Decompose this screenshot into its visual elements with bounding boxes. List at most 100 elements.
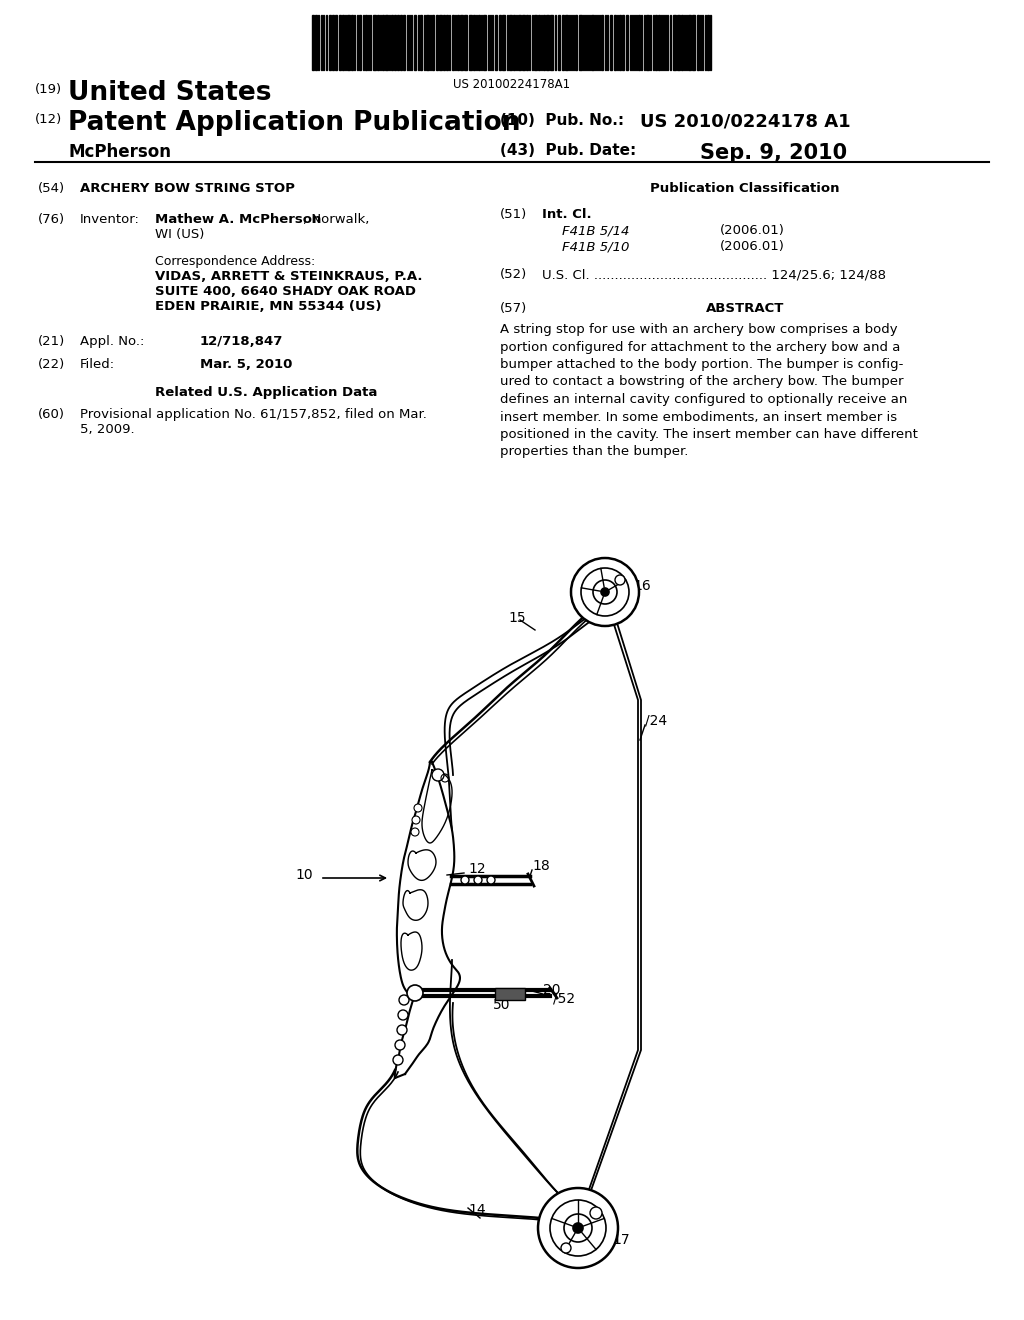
- Bar: [546, 15, 549, 70]
- Bar: [460, 15, 463, 70]
- Text: Mar. 5, 2010: Mar. 5, 2010: [200, 358, 293, 371]
- Bar: [332, 15, 334, 70]
- Text: (2006.01): (2006.01): [720, 240, 784, 253]
- Bar: [509, 15, 512, 70]
- Bar: [543, 15, 545, 70]
- Bar: [626, 15, 628, 70]
- Bar: [391, 15, 393, 70]
- Bar: [347, 15, 350, 70]
- Bar: [534, 15, 537, 70]
- Bar: [614, 15, 616, 70]
- Bar: [562, 15, 564, 70]
- Bar: [315, 15, 317, 70]
- Bar: [658, 15, 660, 70]
- Bar: [502, 15, 505, 70]
- Bar: [443, 15, 445, 70]
- Bar: [601, 15, 603, 70]
- Circle shape: [461, 876, 469, 884]
- Bar: [622, 15, 624, 70]
- Bar: [339, 15, 341, 70]
- Bar: [646, 15, 649, 70]
- Bar: [373, 15, 376, 70]
- Text: McPherson: McPherson: [68, 143, 171, 161]
- Bar: [446, 15, 449, 70]
- Text: Correspondence Address:: Correspondence Address:: [155, 255, 315, 268]
- Text: 20: 20: [543, 983, 560, 997]
- Text: (12): (12): [35, 114, 62, 125]
- Bar: [397, 15, 399, 70]
- Text: Sep. 9, 2010: Sep. 9, 2010: [700, 143, 847, 162]
- Circle shape: [573, 1224, 583, 1233]
- Bar: [688, 15, 691, 70]
- Bar: [478, 15, 480, 70]
- Bar: [426, 15, 429, 70]
- Circle shape: [538, 1188, 618, 1269]
- Bar: [403, 15, 406, 70]
- Text: /24: /24: [645, 713, 667, 727]
- Text: (51): (51): [500, 209, 527, 220]
- Bar: [526, 15, 528, 70]
- Circle shape: [407, 985, 423, 1001]
- Bar: [618, 15, 621, 70]
- Text: 50: 50: [493, 998, 511, 1012]
- Bar: [400, 15, 402, 70]
- Bar: [610, 15, 612, 70]
- Circle shape: [397, 1026, 407, 1035]
- Text: (52): (52): [500, 268, 527, 281]
- Bar: [697, 15, 699, 70]
- Bar: [312, 15, 314, 70]
- Text: 15: 15: [508, 611, 525, 624]
- Circle shape: [487, 876, 495, 884]
- Text: 14: 14: [468, 1203, 485, 1217]
- Bar: [579, 15, 582, 70]
- Circle shape: [398, 1010, 408, 1020]
- Text: 17: 17: [612, 1233, 630, 1247]
- Text: Related U.S. Application Data: Related U.S. Application Data: [155, 385, 378, 399]
- Text: Filed:: Filed:: [80, 358, 115, 371]
- Text: (21): (21): [38, 335, 66, 348]
- Text: (57): (57): [500, 302, 527, 315]
- Text: US 2010/0224178 A1: US 2010/0224178 A1: [640, 114, 851, 131]
- Text: Patent Application Publication: Patent Application Publication: [68, 110, 520, 136]
- Text: VIDAS, ARRETT & STEINKRAUS, P.A.: VIDAS, ARRETT & STEINKRAUS, P.A.: [155, 271, 423, 282]
- Bar: [550, 15, 553, 70]
- Text: F41B 5/14: F41B 5/14: [562, 224, 630, 238]
- Bar: [565, 15, 568, 70]
- Bar: [655, 15, 657, 70]
- Bar: [483, 15, 486, 70]
- Text: (22): (22): [38, 358, 66, 371]
- Text: Inventor:: Inventor:: [80, 213, 140, 226]
- Circle shape: [601, 587, 609, 597]
- Circle shape: [615, 576, 625, 585]
- Bar: [522, 15, 525, 70]
- Circle shape: [571, 558, 639, 626]
- Circle shape: [395, 1040, 406, 1049]
- Circle shape: [399, 995, 409, 1005]
- Text: (54): (54): [38, 182, 66, 195]
- Text: (76): (76): [38, 213, 66, 226]
- Text: Int. Cl.: Int. Cl.: [542, 209, 592, 220]
- Bar: [469, 15, 472, 70]
- Bar: [638, 15, 640, 70]
- Text: US 20100224178A1: US 20100224178A1: [454, 78, 570, 91]
- Text: 18: 18: [532, 859, 550, 873]
- Text: 12/718,847: 12/718,847: [200, 335, 284, 348]
- Bar: [414, 15, 416, 70]
- Text: United States: United States: [68, 81, 271, 106]
- Text: SUITE 400, 6640 SHADY OAK ROAD: SUITE 400, 6640 SHADY OAK ROAD: [155, 285, 416, 298]
- Bar: [385, 15, 388, 70]
- Bar: [558, 15, 560, 70]
- Bar: [377, 15, 379, 70]
- Text: ARCHERY BOW STRING STOP: ARCHERY BOW STRING STOP: [80, 182, 295, 195]
- Bar: [499, 15, 501, 70]
- Bar: [495, 15, 497, 70]
- Bar: [707, 15, 709, 70]
- Text: , Norwalk,: , Norwalk,: [303, 213, 370, 226]
- Bar: [365, 15, 367, 70]
- Text: /52: /52: [553, 991, 575, 1005]
- Circle shape: [414, 804, 422, 812]
- Circle shape: [590, 1206, 602, 1218]
- Text: F41B 5/10: F41B 5/10: [562, 240, 630, 253]
- Bar: [575, 15, 577, 70]
- Circle shape: [393, 1055, 403, 1065]
